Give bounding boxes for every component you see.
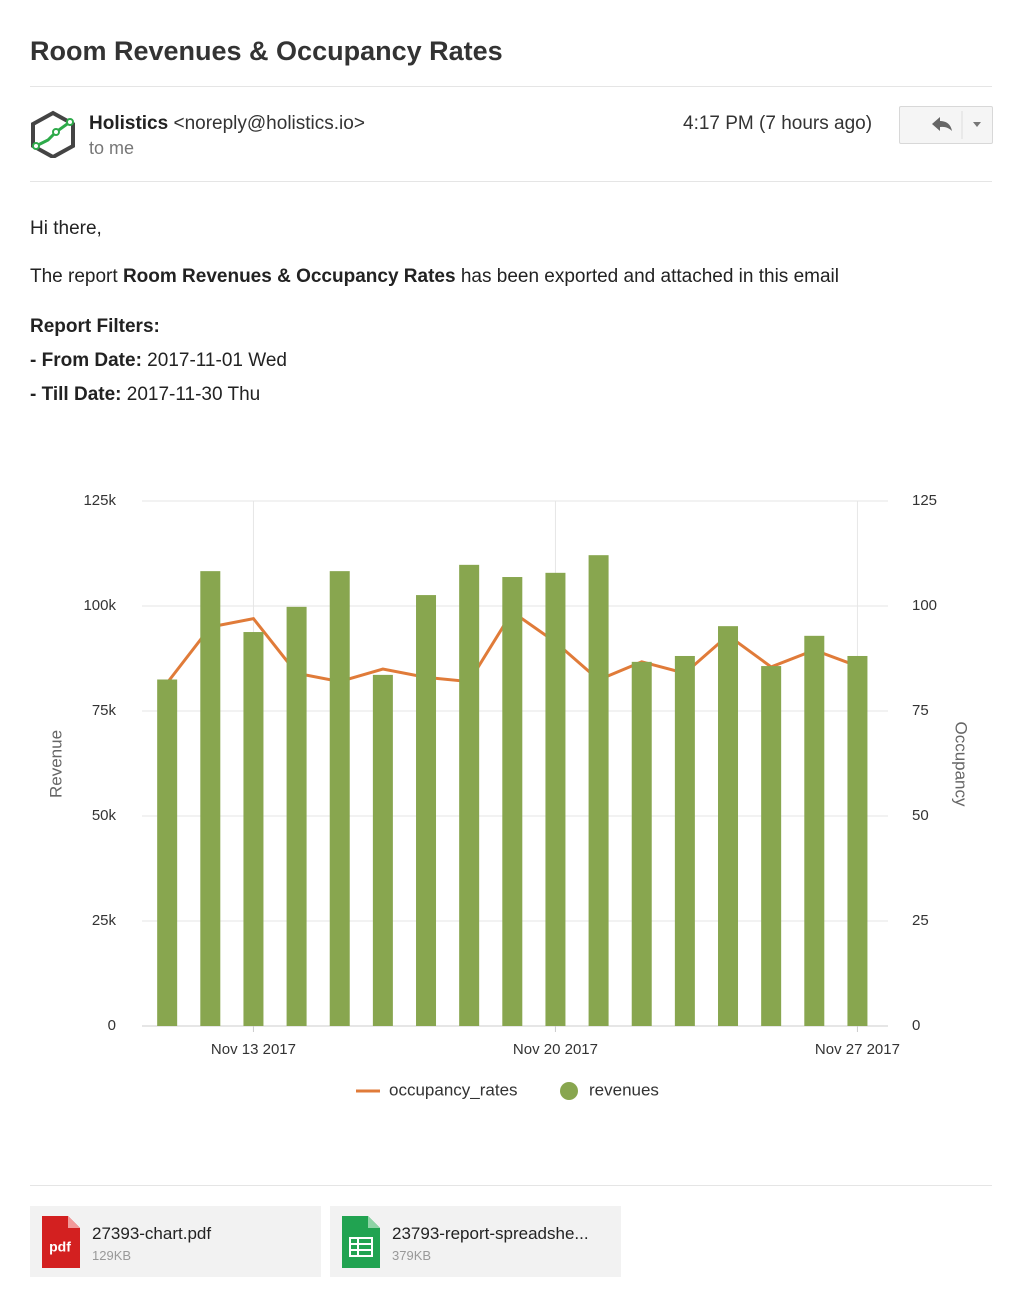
bar [588, 555, 609, 1026]
sender-avatar [31, 110, 75, 158]
y-tick-label: 75k [92, 702, 117, 719]
bar [847, 655, 868, 1026]
attachment-name: 27393-chart.pdf [92, 1224, 212, 1243]
bar [804, 635, 825, 1026]
bar [243, 632, 264, 1026]
subject: Room Revenues & Occupancy Rates [30, 36, 503, 66]
attachment-size: 129KB [92, 1248, 132, 1263]
y-tick-label: 0 [108, 1017, 116, 1034]
y-tick-label: 25k [92, 912, 117, 929]
sender: Holistics <noreply@holistics.io> [89, 113, 365, 135]
filter-value: 2017-11-01 Wed [141, 350, 287, 371]
report-name: Room Revenues & Occupancy Rates [122, 266, 456, 287]
attachment[interactable]: pdf 27393-chart.pdf 129KB [30, 1206, 321, 1277]
chart: 0 25k 50k 75k 100k 125k 0 25 50 75 100 125 Nov 13 20… [46, 492, 971, 1100]
y2-tick-label: 125 [912, 492, 937, 509]
pdf-icon: pdf [42, 1216, 80, 1268]
y2-tick-label: 75 [912, 702, 929, 719]
attachment-name: 23793-report-spreadshe... [392, 1224, 589, 1243]
y-tick-label: 50k [92, 807, 117, 824]
x-tick-label: Nov 20 2017 [513, 1041, 598, 1058]
y-tick-label: 125k [83, 492, 116, 509]
y2-tick-label: 50 [912, 807, 929, 824]
bar [329, 571, 350, 1026]
reply-button-group [899, 106, 993, 144]
filter: - Till Date: 2017-11-30 Thu [30, 384, 260, 406]
reply-button[interactable] [900, 107, 992, 143]
bar [631, 661, 652, 1026]
icon-label: pdf [49, 1239, 71, 1255]
bar [157, 679, 178, 1026]
filters-title: Report Filters: [30, 316, 160, 337]
attachment-size: 379KB [392, 1248, 432, 1263]
y-tick-label: 100k [83, 597, 116, 614]
attachment[interactable]: 23793-report-spreadshe... 379KB [330, 1206, 621, 1277]
legend-label: occupancy_rates [389, 1080, 518, 1099]
bar [416, 595, 437, 1026]
legend-label: revenues [589, 1080, 659, 1099]
divider [30, 1185, 992, 1186]
intro-text: The report [30, 266, 123, 287]
divider [30, 86, 992, 87]
bar [372, 674, 393, 1026]
y2-tick-label: 25 [912, 912, 929, 929]
greeting: Hi there, [30, 218, 102, 239]
intro-text: has been exported and attached in this e… [455, 266, 839, 287]
bar [545, 572, 566, 1026]
legend-swatch [560, 1082, 578, 1100]
bar [674, 655, 695, 1026]
bar [286, 606, 307, 1026]
filter-value: 2017-11-30 Thu [121, 384, 261, 405]
sender-email: <noreply@holistics.io> [173, 113, 365, 134]
timestamp: 4:17 PM (7 hours ago) [683, 113, 873, 134]
bar [200, 571, 221, 1026]
bar [718, 626, 739, 1026]
y-axis-title: Revenue [46, 730, 65, 798]
divider [30, 181, 992, 182]
sheet-icon [342, 1216, 380, 1268]
y2-tick-label: 100 [912, 597, 937, 614]
sender-name: Holistics [89, 113, 169, 134]
bar [502, 577, 523, 1026]
filter-label: - From Date: [30, 350, 142, 371]
x-tick-label: Nov 13 2017 [211, 1041, 296, 1058]
recipient[interactable]: to me [89, 138, 135, 158]
filter-label: - Till Date: [30, 384, 122, 405]
x-tick-label: Nov 27 2017 [815, 1041, 900, 1058]
y2-axis-title: Occupancy [952, 721, 971, 807]
intro: The report Room Revenues & Occupancy Rat… [30, 266, 839, 288]
y2-tick-label: 0 [912, 1017, 920, 1034]
bar [761, 666, 782, 1026]
filter: - From Date: 2017-11-01 Wed [30, 350, 287, 372]
bar [459, 564, 480, 1026]
